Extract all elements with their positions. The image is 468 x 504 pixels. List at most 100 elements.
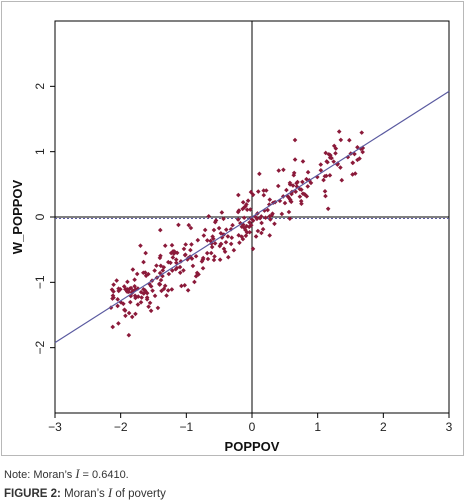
data-point [179,283,184,289]
data-point [339,177,345,183]
y-tick-label: 1 [33,148,47,155]
data-point [221,246,227,252]
data-point [168,260,173,266]
data-point [321,177,326,183]
data-point [143,250,148,256]
data-point [210,234,215,239]
data-point [146,271,151,277]
data-point [189,242,194,247]
x-tick-label: 2 [380,420,387,434]
data-point [200,265,206,271]
data-point [336,129,342,134]
data-point [115,303,120,309]
data-point [248,222,254,228]
data-point [199,259,205,264]
data-point [268,217,273,222]
data-point [185,257,190,262]
data-point [218,241,224,247]
data-point [133,295,138,301]
data-point [297,194,303,199]
data-point [318,162,324,167]
caption-suffix: of poverty [112,488,166,500]
data-point [115,297,120,302]
data-point [243,233,249,239]
data-point [335,161,340,166]
y-tick-label: −2 [33,341,47,355]
data-point [123,313,128,319]
data-point [195,237,201,243]
data-point [287,180,293,186]
data-point [279,211,285,217]
data-point [237,240,242,245]
data-point [189,256,195,261]
data-point [125,279,130,285]
data-point [206,213,212,219]
x-axis-title: POPPOV [225,439,280,454]
data-point [360,145,365,151]
data-point [123,287,128,292]
data-point [157,270,163,276]
data-point [213,218,219,223]
x-tick-label: −3 [48,420,62,434]
data-point [267,213,272,219]
data-point [138,300,144,305]
data-point [160,268,166,273]
note-suffix: = 0.6410. [79,469,129,481]
data-point [133,311,138,317]
data-point [183,242,188,247]
data-point [118,300,124,305]
caption-label: FIGURE 2: [4,488,61,500]
data-point [292,157,298,162]
data-point [298,198,304,204]
note-symbol: I [75,467,80,481]
data-point [263,215,268,221]
data-point [116,321,121,326]
data-point [241,215,247,221]
data-point [245,198,251,204]
data-point [333,146,339,151]
data-point [291,172,297,178]
data-point [219,210,225,215]
data-point [285,194,291,199]
data-point [122,307,127,313]
data-point [325,206,331,212]
data-point [259,220,264,226]
data-point [177,270,183,275]
data-point [135,294,141,299]
data-point [218,230,224,236]
data-point [108,305,114,311]
data-point [318,167,324,173]
data-point [165,288,171,293]
data-point [254,216,260,222]
caption-symbol: I [107,486,113,500]
data-point [116,286,121,291]
data-point [236,208,242,213]
data-point [229,235,235,240]
data-point [210,236,216,242]
data-point [209,244,215,250]
data-point [228,241,234,247]
data-point [181,268,186,273]
data-point [154,263,159,268]
data-point [138,243,143,248]
data-point [250,218,256,223]
data-point [355,157,360,163]
data-point [212,241,218,246]
data-point [194,270,200,276]
data-point [284,187,289,193]
data-point [235,217,241,222]
data-point [322,188,328,194]
data-point [157,282,163,287]
data-point [152,293,158,299]
data-point [205,238,210,243]
data-point [272,221,277,227]
data-point [347,137,352,143]
data-point [299,201,304,207]
data-point [142,270,148,275]
data-point [174,260,179,266]
data-point [216,225,222,231]
data-point [134,271,140,277]
x-tick-label: −2 [114,420,128,434]
data-points [108,129,366,338]
data-point [286,209,292,215]
